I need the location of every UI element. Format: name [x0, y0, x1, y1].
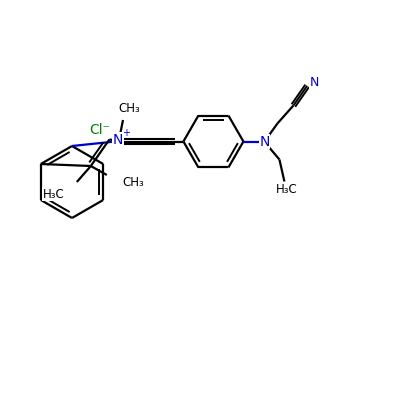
- Text: N: N: [113, 133, 123, 147]
- Text: H₃C: H₃C: [276, 183, 297, 196]
- Text: CH₃: CH₃: [123, 176, 144, 190]
- Text: N: N: [259, 134, 270, 148]
- Text: H₃C: H₃C: [43, 188, 65, 200]
- Text: N: N: [310, 76, 319, 89]
- Text: Cl⁻: Cl⁻: [90, 123, 110, 137]
- Text: +: +: [122, 128, 130, 138]
- Text: CH₃: CH₃: [118, 102, 140, 114]
